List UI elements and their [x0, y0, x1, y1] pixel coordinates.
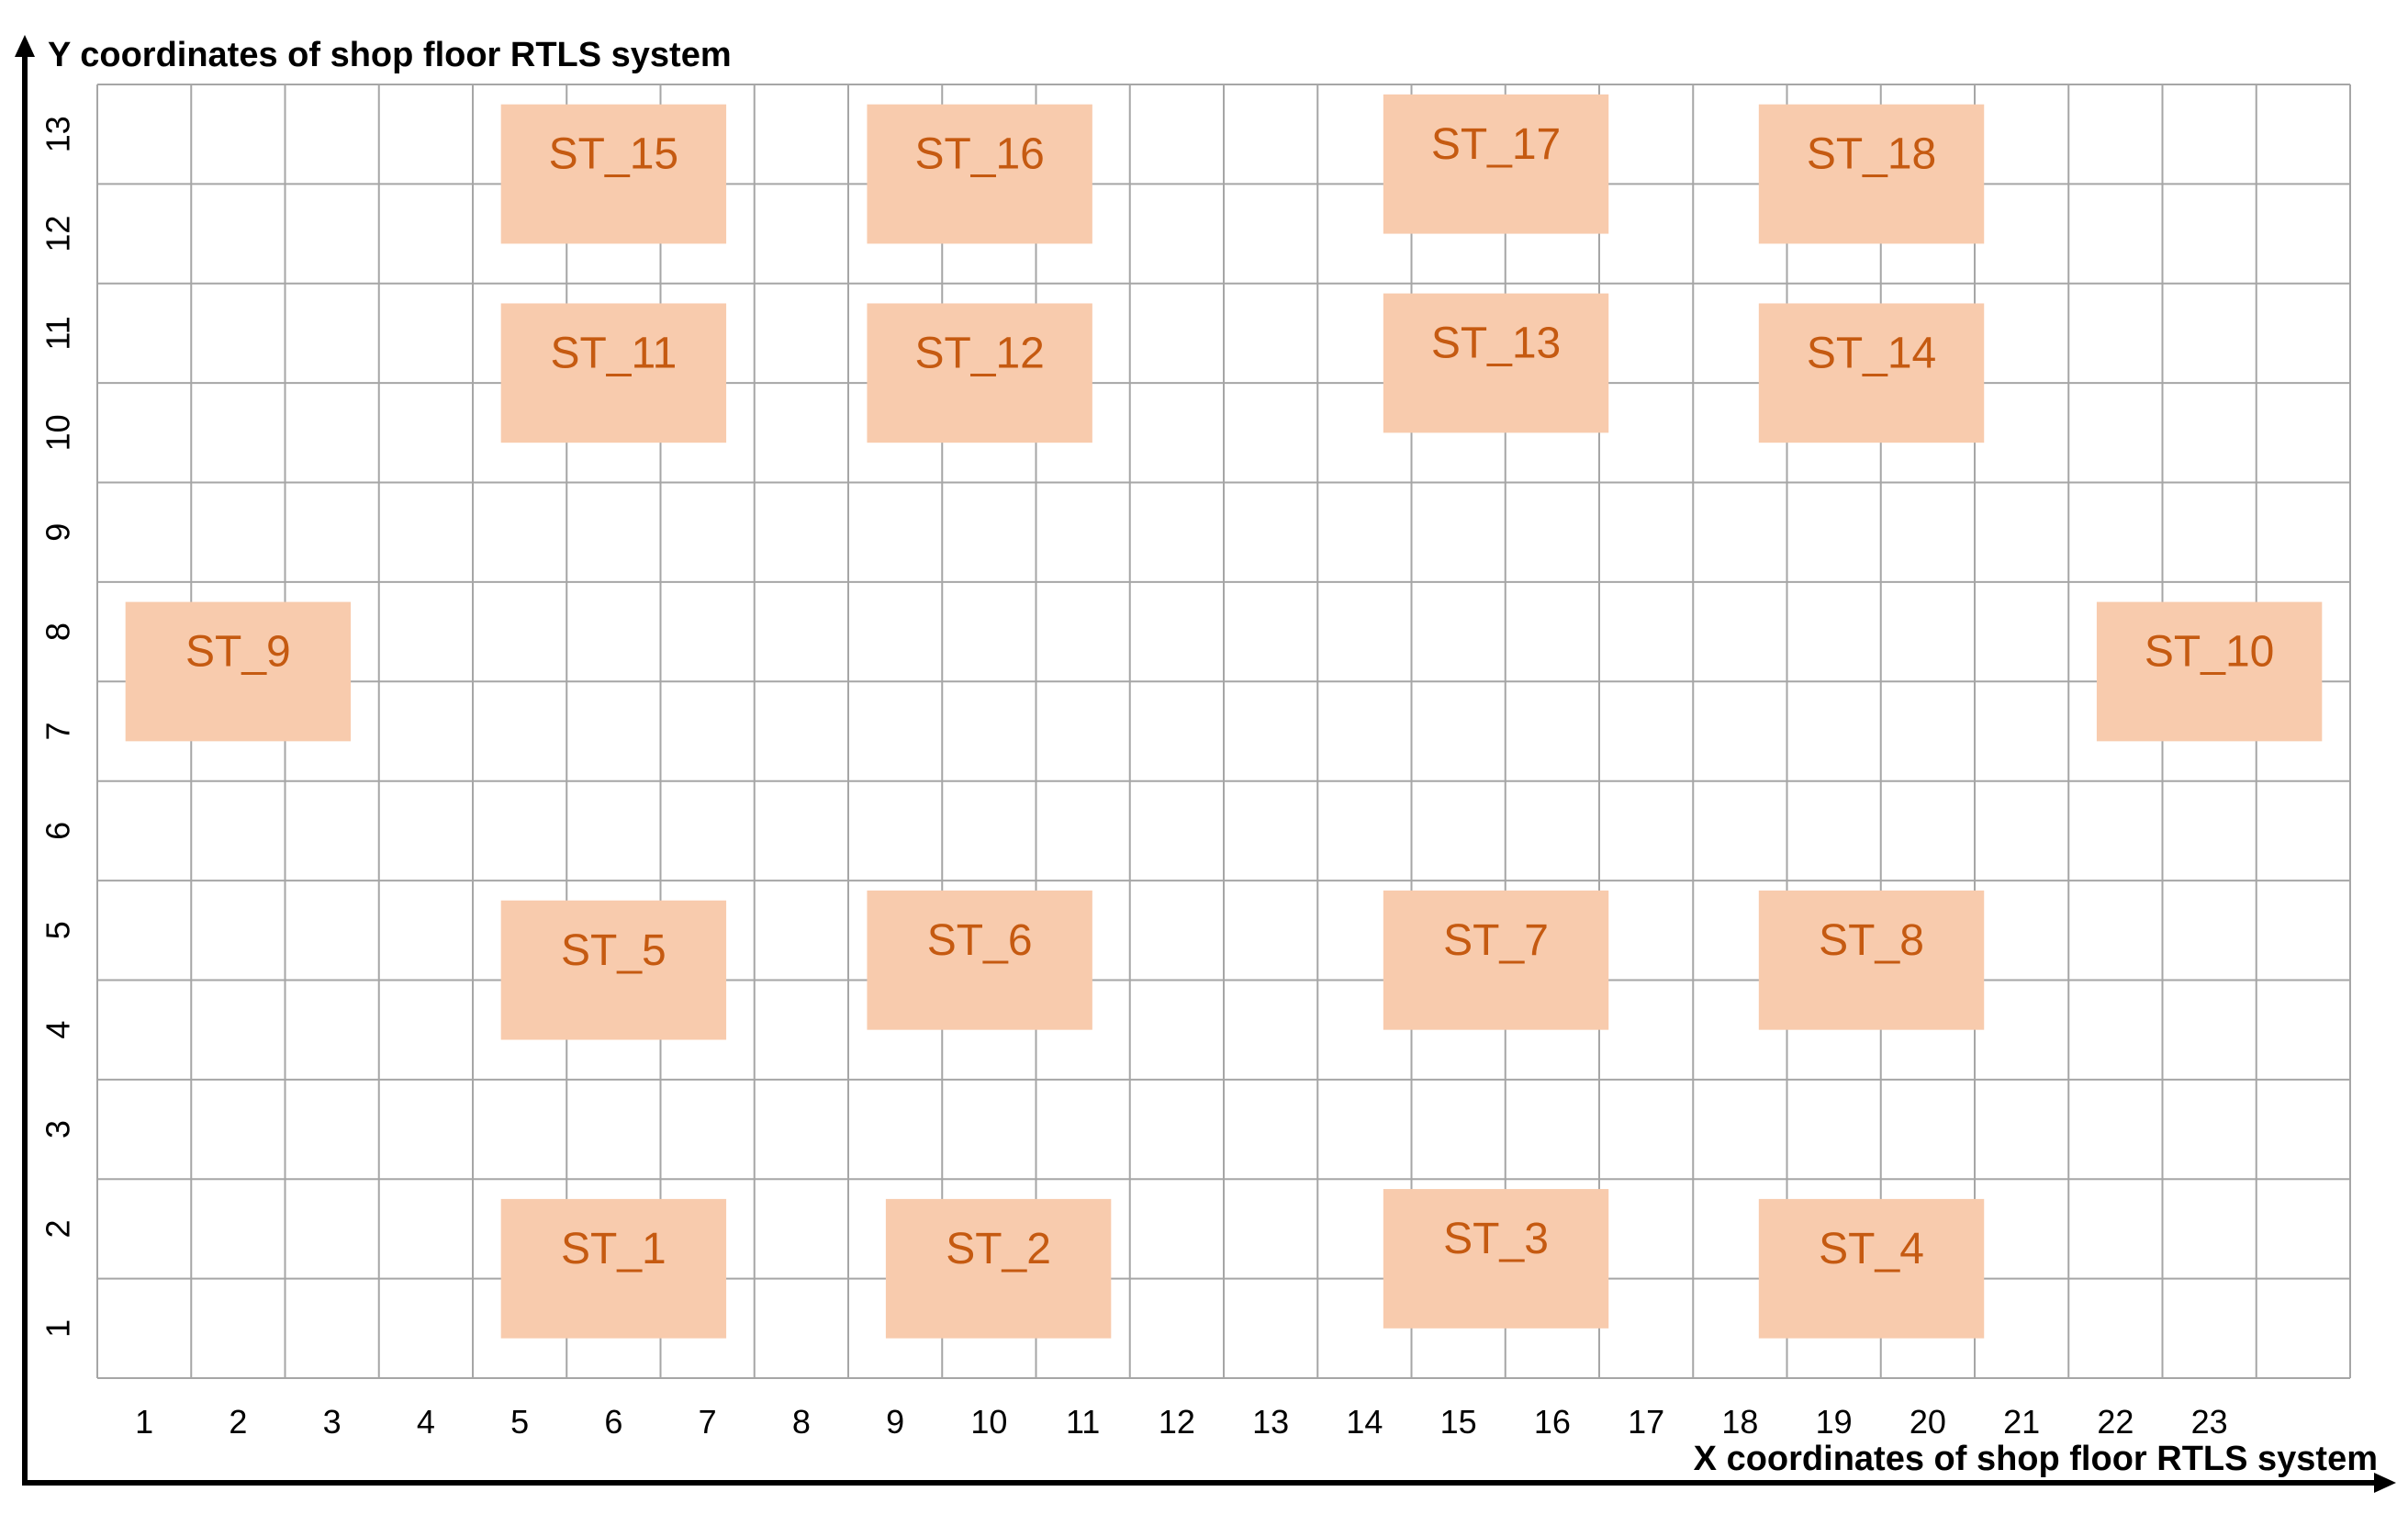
- y-tick-label: 12: [39, 216, 77, 252]
- x-tick-label: 12: [1159, 1403, 1195, 1441]
- x-tick-label: 13: [1252, 1403, 1289, 1441]
- x-tick-label: 5: [510, 1403, 529, 1441]
- station-label: ST_6: [927, 916, 1033, 965]
- station-box: [1383, 1189, 1609, 1329]
- x-tick-label: 1: [135, 1403, 153, 1441]
- station-st-11[interactable]: ST_11: [500, 303, 727, 443]
- station-box: [500, 303, 727, 443]
- station-label: ST_7: [1443, 916, 1549, 965]
- station-st-5[interactable]: ST_5: [500, 900, 727, 1040]
- x-tick-label: 23: [2191, 1403, 2228, 1441]
- x-tick-label: 19: [1816, 1403, 1853, 1441]
- x-tick-label: 9: [886, 1403, 904, 1441]
- x-tick-label: 21: [2003, 1403, 2040, 1441]
- y-tick-label: 10: [39, 414, 77, 451]
- y-tick-label: 8: [39, 622, 77, 641]
- x-tick-label: 17: [1628, 1403, 1664, 1441]
- y-tick-label: 2: [39, 1219, 77, 1238]
- station-st-14[interactable]: ST_14: [1758, 303, 1985, 443]
- station-label: ST_5: [561, 926, 666, 975]
- station-box: [1758, 1198, 1985, 1339]
- coordinate-grid: [96, 84, 2351, 1379]
- y-tick-label: 1: [39, 1319, 77, 1338]
- station-box: [1383, 94, 1609, 234]
- x-tick-label: 10: [970, 1403, 1007, 1441]
- x-tick-label: 11: [1066, 1403, 1100, 1441]
- x-tick-label: 20: [1910, 1403, 1946, 1441]
- y-axis-title: Y coordinates of shop floor RTLS system: [48, 36, 732, 74]
- station-box: [500, 1198, 727, 1339]
- station-label: ST_9: [185, 628, 291, 677]
- station-box: [125, 601, 352, 742]
- y-tick-label: 4: [39, 1021, 77, 1039]
- station-st-2[interactable]: ST_2: [885, 1198, 1112, 1339]
- x-tick-label: 3: [323, 1403, 342, 1441]
- x-tick-label: 6: [604, 1403, 622, 1441]
- y-tick-label: 5: [39, 921, 77, 939]
- station-st-8[interactable]: ST_8: [1758, 890, 1985, 1030]
- station-st-1[interactable]: ST_1: [500, 1198, 727, 1339]
- x-tick-label: 18: [1721, 1403, 1758, 1441]
- station-label: ST_2: [946, 1225, 1051, 1273]
- x-tick-label: 2: [229, 1403, 247, 1441]
- y-tick-label: 11: [39, 316, 77, 350]
- y-tick-label: 9: [39, 523, 77, 542]
- station-label: ST_3: [1443, 1215, 1549, 1263]
- station-label: ST_17: [1431, 120, 1561, 169]
- x-tick-label: 4: [417, 1403, 435, 1441]
- x-axis-arrowhead: [2374, 1473, 2396, 1493]
- station-box: [1758, 890, 1985, 1030]
- x-tick-label: 22: [2097, 1403, 2134, 1441]
- station-st-6[interactable]: ST_6: [867, 890, 1092, 1030]
- station-box: [1758, 303, 1985, 443]
- x-tick-label: 15: [1440, 1403, 1477, 1441]
- station-st-4[interactable]: ST_4: [1758, 1198, 1985, 1339]
- station-label: ST_18: [1807, 130, 1936, 179]
- station-st-18[interactable]: ST_18: [1758, 104, 1985, 244]
- station-st-3[interactable]: ST_3: [1383, 1189, 1609, 1329]
- x-tick-label: 8: [792, 1403, 811, 1441]
- y-axis-arrowhead: [15, 35, 35, 57]
- station-box: [1758, 104, 1985, 244]
- station-label: ST_15: [549, 130, 678, 179]
- station-st-13[interactable]: ST_13: [1383, 293, 1609, 433]
- station-box: [1383, 293, 1609, 433]
- station-st-12[interactable]: ST_12: [867, 303, 1092, 443]
- station-st-16[interactable]: ST_16: [867, 104, 1092, 244]
- station-label: ST_10: [2145, 628, 2274, 677]
- station-st-9[interactable]: ST_9: [125, 601, 352, 742]
- station-box: [867, 303, 1092, 443]
- y-tick-label: 3: [39, 1120, 77, 1138]
- station-box: [867, 890, 1092, 1030]
- station-label: ST_13: [1431, 320, 1561, 368]
- station-label: ST_11: [550, 329, 677, 377]
- station-st-15[interactable]: ST_15: [500, 104, 727, 244]
- station-box: [1383, 890, 1609, 1030]
- station-label: ST_14: [1807, 329, 1936, 377]
- x-tick-label: 16: [1534, 1403, 1571, 1441]
- station-label: ST_12: [914, 329, 1044, 377]
- stations-layer: ST_1 ST_2 ST_3 ST_4 ST_5 ST_6 ST_7 ST_8 ST_9 ST_1…: [125, 94, 2323, 1339]
- x-tick-label: 7: [699, 1403, 717, 1441]
- station-st-7[interactable]: ST_7: [1383, 890, 1609, 1030]
- y-tick-label: 6: [39, 822, 77, 840]
- station-label: ST_1: [561, 1225, 666, 1273]
- x-tick-label: 14: [1346, 1403, 1383, 1441]
- station-box: [500, 900, 727, 1040]
- y-tick-label: 7: [39, 722, 77, 740]
- x-tick-labels: 1 2 3 4 5 6 7 8 9 10 11 12 13 14 15 16 17 18 19 20 21 22 23: [135, 1403, 2228, 1441]
- station-label: ST_4: [1819, 1225, 1924, 1273]
- station-label: ST_16: [914, 130, 1044, 179]
- station-box: [500, 104, 727, 244]
- station-st-17[interactable]: ST_17: [1383, 94, 1609, 234]
- station-box: [867, 104, 1092, 244]
- x-axis-title: X coordinates of shop floor RTLS system: [1694, 1440, 2378, 1478]
- station-st-10[interactable]: ST_10: [2096, 601, 2323, 742]
- station-label: ST_8: [1819, 916, 1924, 965]
- station-box: [885, 1198, 1112, 1339]
- station-box: [2096, 601, 2323, 742]
- y-tick-label: 13: [39, 116, 77, 152]
